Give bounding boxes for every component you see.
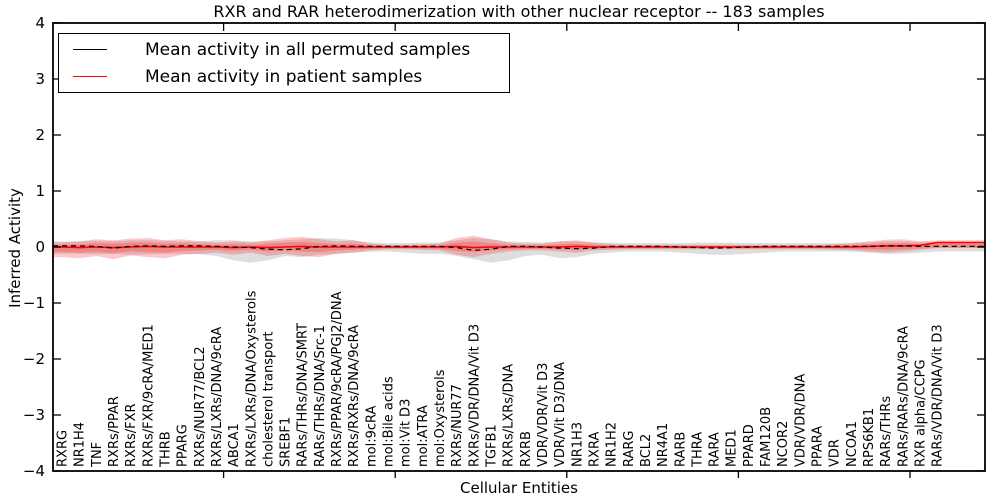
category-label: RARA	[708, 432, 723, 467]
y-tick-label: 3	[35, 70, 45, 88]
category-label: VDR/VDR/DNA	[793, 374, 808, 467]
y-tick-label: 1	[35, 182, 45, 200]
legend: Mean activity in all permuted samples Me…	[58, 33, 510, 93]
category-label: MED1	[725, 429, 740, 467]
legend-label: Mean activity in patient samples	[145, 66, 423, 87]
category-label: NR1H3	[570, 422, 585, 467]
category-label: RARs/THRs	[879, 396, 894, 467]
category-label: PPARD	[742, 424, 757, 467]
category-label: NCOA1	[845, 421, 860, 467]
category-label: RXRs/LXRs/DNA/9cRA	[210, 327, 225, 467]
legend-entry-permuted: Mean activity in all permuted samples	[73, 40, 509, 60]
category-label: FAM120B	[759, 407, 774, 467]
y-tick-label: −4	[23, 462, 45, 480]
category-label: PPARA	[811, 426, 826, 467]
category-label: RXRs/NUR77	[450, 384, 465, 467]
category-label: mol:Bile acids	[382, 376, 397, 467]
category-label: NR4A1	[656, 423, 671, 467]
category-label: NR1H4	[73, 422, 88, 467]
category-label: TNF	[90, 442, 105, 468]
category-label: THRA	[690, 432, 705, 468]
y-tick-label: −3	[23, 406, 45, 424]
category-label: NCOR2	[776, 421, 791, 467]
category-label: mol:Vit D3	[399, 399, 414, 467]
category-label: RXRs/LXRs/DNA	[502, 364, 517, 467]
y-tick-label: 2	[35, 126, 45, 144]
category-label: VDR/VDR/Vit D3	[536, 363, 551, 467]
category-label: TGFB1	[485, 424, 500, 468]
category-label: cholesterol transport	[261, 331, 276, 467]
category-label: RARs/THRs/DNA/Src-1	[313, 325, 328, 467]
category-label: ABCA1	[227, 423, 242, 467]
category-label: mol:Oxysterols	[433, 369, 448, 467]
category-label: SREBF1	[279, 417, 294, 467]
legend-entry-patient: Mean activity in patient samples	[73, 67, 509, 87]
category-label: RXRs/PPAR	[107, 396, 122, 467]
y-tick-label: −2	[23, 350, 45, 368]
category-label: RXR alpha/CCPG	[914, 359, 929, 467]
category-label: BCL2	[639, 434, 654, 467]
x-axis-label: Cellular Entities	[460, 479, 578, 497]
category-label: RARG	[622, 430, 637, 467]
category-label: RARB	[673, 432, 688, 467]
category-label: mol:9cRA	[364, 405, 379, 467]
black-line-swatch	[73, 49, 107, 50]
category-label: VDR	[828, 439, 843, 467]
permuted-band	[53, 238, 985, 263]
chart-title: RXR and RAR heterodimerization with othe…	[213, 2, 825, 21]
category-label: RXRs/FXR	[124, 403, 139, 467]
category-label: RARs/THRs/DNA/SMRT	[296, 323, 311, 467]
legend-label: Mean activity in all permuted samples	[145, 39, 471, 60]
category-label: RARs/VDR/DNA/Vit D3	[931, 324, 946, 467]
category-label: RXRs/VDR/DNA/Vit D3	[467, 324, 482, 467]
y-tick-label: −1	[23, 294, 45, 312]
category-label: NR1H2	[605, 422, 620, 467]
category-label: mol:ATRA	[416, 405, 431, 467]
category-label: RXRs/RXRs/DNA/9cRA	[347, 325, 362, 467]
category-label: RXRs/PPAR/9cRA/PGJ2/DNA	[330, 291, 345, 467]
category-label: RXRA	[587, 432, 602, 467]
y-tick-label: 0	[35, 238, 45, 256]
category-label: RXRB	[519, 431, 534, 467]
permuted-mean-line	[53, 245, 985, 252]
category-label: RXRG	[56, 430, 71, 467]
category-label: VDR/Vit D3/DNA	[553, 362, 568, 467]
category-label: RXRs/NUR77/BCL2	[193, 346, 208, 467]
category-label: PPARG	[176, 424, 191, 467]
category-label: RARs/RARs/DNA/9cRA	[896, 326, 911, 467]
category-label: RXRs/LXRs/DNA/Oxysterols	[244, 290, 259, 467]
category-label: RPS6KB1	[862, 408, 877, 467]
red-line-swatch	[73, 76, 107, 77]
y-tick-label: 4	[35, 14, 45, 32]
category-label: RXRs/FXR/9cRA/MED1	[141, 324, 156, 467]
category-label: THRB	[158, 431, 173, 468]
